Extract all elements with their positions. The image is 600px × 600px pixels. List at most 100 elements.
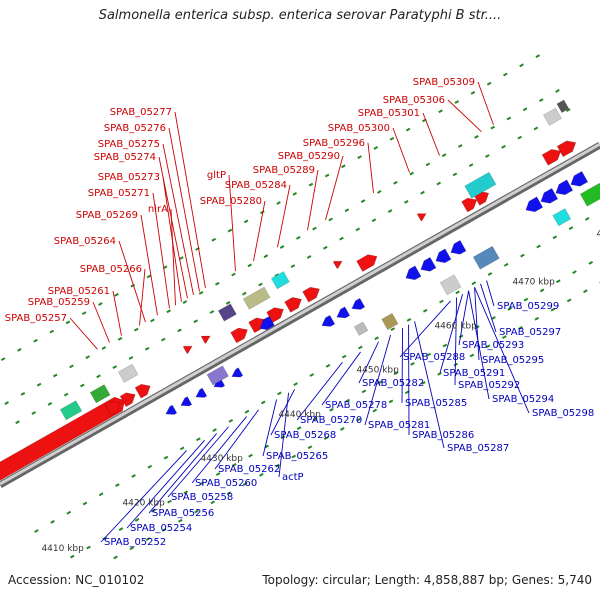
tick-mark xyxy=(145,537,151,541)
tick-mark xyxy=(49,329,55,334)
forward-gene xyxy=(0,396,125,481)
tick-mark xyxy=(306,255,312,259)
reverse-gene-label: actP xyxy=(282,472,304,483)
forward-gene-label: SPAB_05300 xyxy=(328,123,390,134)
reverse-gene-label: SPAB_05285 xyxy=(405,398,467,409)
reverse-gene xyxy=(570,170,589,187)
leader-line xyxy=(296,361,343,421)
tick-mark xyxy=(34,529,39,533)
forward-gene-label: gltP xyxy=(207,170,226,181)
tick-mark xyxy=(426,352,432,357)
leader-line xyxy=(367,142,374,193)
forward-gene-label: SPAB_05306 xyxy=(383,95,445,106)
leader-line xyxy=(140,214,158,316)
tick-mark xyxy=(113,555,118,560)
reverse-gene-label: SPAB_05260 xyxy=(195,478,257,489)
tick-mark xyxy=(178,518,183,523)
tick-mark xyxy=(66,510,72,515)
tick-mark xyxy=(469,353,475,358)
leader-line xyxy=(191,416,247,484)
tick-mark xyxy=(81,311,87,316)
tick-mark xyxy=(85,355,90,360)
tick-mark xyxy=(457,144,463,148)
tick-mark xyxy=(275,463,280,468)
tick-mark xyxy=(242,291,247,296)
tick-mark xyxy=(568,226,574,230)
forward-gene-label: nirA xyxy=(148,204,168,215)
forward-gene xyxy=(119,392,136,408)
forward-gene-label: SPAB_05269 xyxy=(76,210,138,221)
leader-line xyxy=(100,450,187,543)
tick-mark xyxy=(329,407,334,412)
tick-mark xyxy=(260,210,265,215)
reverse-gene-label: SPAB_05292 xyxy=(458,380,520,391)
tick-mark xyxy=(393,180,398,185)
tick-mark xyxy=(356,417,361,422)
tick-mark xyxy=(313,417,318,421)
reverse-gene xyxy=(336,306,351,319)
leader-line xyxy=(126,440,205,529)
leader-line xyxy=(69,317,98,350)
forward-gene-label: SPAB_05309 xyxy=(413,77,475,88)
forward-gene-label: SPAB_05277 xyxy=(110,107,172,118)
tick-mark xyxy=(118,527,124,532)
tick-mark xyxy=(263,254,269,259)
leader-line xyxy=(270,389,295,436)
tick-mark xyxy=(468,163,474,168)
forward-gene-label: SPAB_05264 xyxy=(54,236,116,247)
tick-mark xyxy=(130,283,136,288)
tick-mark xyxy=(20,391,26,396)
tick-mark xyxy=(474,134,479,139)
forward-gene-label: SPAB_05301 xyxy=(358,108,420,119)
feature-box xyxy=(439,274,462,296)
tick-mark xyxy=(519,63,524,68)
forward-gene xyxy=(461,197,478,213)
tick-mark xyxy=(539,288,545,293)
tick-mark xyxy=(36,382,42,387)
tick-mark xyxy=(325,363,331,368)
leader-line xyxy=(170,208,176,306)
leader-line xyxy=(118,240,146,323)
feature-box xyxy=(353,321,369,336)
reverse-gene xyxy=(405,265,422,281)
map-title: Salmonella enterica subsp. enterica sero… xyxy=(98,8,502,23)
forward-gene xyxy=(284,297,302,313)
tick-mark xyxy=(340,427,345,431)
tick-mark xyxy=(295,235,301,240)
reverse-gene xyxy=(450,239,467,255)
reverse-gene-label: SPAB_05297 xyxy=(499,327,561,338)
scale-label: 4470 kbp xyxy=(512,277,555,287)
tick-mark xyxy=(339,236,344,241)
tick-mark xyxy=(394,371,399,375)
leader-line xyxy=(364,334,391,426)
tick-mark xyxy=(52,373,58,378)
scale-label: 4420 kbp xyxy=(122,498,165,508)
forward-gene-label: SPAB_05284 xyxy=(225,180,287,191)
tick-mark xyxy=(507,306,513,311)
label-leader-lines xyxy=(69,81,530,543)
tick-mark xyxy=(151,508,156,513)
leader-line xyxy=(139,268,146,326)
tick-mark xyxy=(404,199,409,204)
leader-line xyxy=(458,290,470,346)
reverse-gene-label: SPAB_05252 xyxy=(104,537,166,548)
tick-mark xyxy=(486,81,492,86)
tick-mark xyxy=(501,144,506,149)
tick-mark xyxy=(292,191,298,196)
tick-mark xyxy=(114,292,119,297)
tick-mark xyxy=(196,437,201,442)
tick-mark xyxy=(17,348,22,352)
tick-mark xyxy=(69,364,74,369)
reverse-gene-label: SPAB_05286 xyxy=(412,430,474,441)
tick-mark xyxy=(341,354,347,359)
reverse-gene xyxy=(351,297,366,310)
reverse-gene-label: SPAB_05258 xyxy=(171,492,233,503)
scale-label: 4440 kbp xyxy=(278,410,321,420)
tick-mark xyxy=(324,173,330,178)
tick-mark xyxy=(421,381,426,385)
tick-mark xyxy=(452,172,458,177)
tick-mark xyxy=(50,519,55,524)
leader-line xyxy=(228,174,236,272)
tick-mark xyxy=(420,190,425,195)
leader-line xyxy=(148,433,217,514)
